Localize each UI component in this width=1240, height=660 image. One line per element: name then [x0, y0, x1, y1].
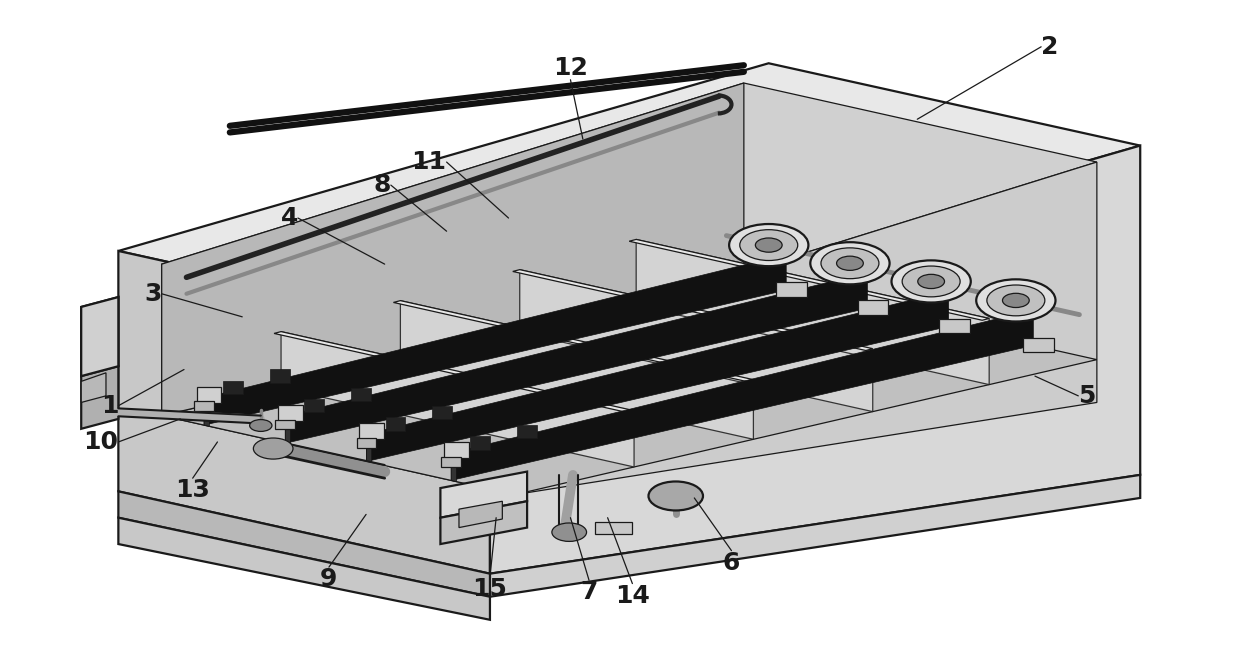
Polygon shape: [515, 162, 1097, 494]
Polygon shape: [81, 297, 118, 376]
Polygon shape: [118, 63, 1141, 333]
Polygon shape: [161, 83, 1097, 343]
Text: 10: 10: [83, 430, 118, 454]
Bar: [776, 282, 807, 297]
Polygon shape: [440, 501, 527, 544]
Polygon shape: [520, 270, 873, 412]
Text: 11: 11: [412, 150, 446, 174]
Text: 6: 6: [723, 550, 740, 575]
Polygon shape: [451, 310, 1033, 480]
Text: 4: 4: [280, 206, 298, 230]
Bar: [270, 370, 290, 383]
Polygon shape: [161, 264, 515, 494]
Polygon shape: [636, 240, 990, 385]
Bar: [433, 406, 453, 419]
Text: 12: 12: [553, 55, 588, 80]
Polygon shape: [629, 240, 990, 320]
Polygon shape: [274, 331, 634, 412]
Circle shape: [810, 242, 889, 284]
Polygon shape: [81, 373, 105, 403]
Polygon shape: [285, 273, 868, 444]
Text: 5: 5: [1079, 384, 1096, 408]
Bar: [470, 436, 490, 449]
Polygon shape: [459, 501, 502, 527]
Circle shape: [649, 482, 703, 510]
Bar: [595, 522, 632, 534]
Circle shape: [976, 279, 1055, 321]
Circle shape: [1002, 293, 1029, 308]
Text: 8: 8: [373, 173, 391, 197]
Text: 15: 15: [472, 577, 507, 601]
Bar: [351, 387, 371, 401]
Circle shape: [903, 266, 960, 297]
Circle shape: [249, 420, 272, 432]
Text: 7: 7: [580, 580, 598, 605]
Bar: [223, 381, 243, 394]
Circle shape: [253, 438, 293, 459]
Text: 13: 13: [175, 478, 210, 502]
Circle shape: [729, 224, 808, 266]
Text: 14: 14: [615, 583, 650, 608]
Polygon shape: [367, 291, 949, 461]
Polygon shape: [81, 366, 118, 429]
Polygon shape: [401, 300, 754, 440]
Circle shape: [892, 260, 971, 302]
Polygon shape: [440, 472, 527, 517]
Bar: [517, 425, 537, 438]
Polygon shape: [513, 270, 873, 350]
Bar: [195, 401, 215, 411]
Polygon shape: [490, 146, 1141, 574]
Bar: [360, 423, 384, 440]
Circle shape: [987, 285, 1045, 316]
Polygon shape: [161, 83, 744, 416]
Text: 2: 2: [1042, 35, 1059, 59]
Text: 3: 3: [144, 282, 161, 306]
Bar: [278, 405, 303, 421]
Circle shape: [918, 275, 945, 288]
Circle shape: [740, 230, 797, 261]
Polygon shape: [285, 416, 290, 444]
Bar: [357, 438, 377, 447]
Bar: [939, 319, 970, 333]
Polygon shape: [451, 453, 456, 482]
Bar: [275, 420, 295, 430]
Bar: [858, 300, 889, 315]
Bar: [444, 442, 469, 458]
Text: 9: 9: [320, 567, 337, 591]
Polygon shape: [118, 491, 490, 597]
Polygon shape: [281, 331, 634, 467]
Circle shape: [837, 256, 863, 271]
Bar: [305, 399, 325, 412]
Bar: [386, 417, 405, 430]
Polygon shape: [393, 300, 754, 381]
Polygon shape: [367, 434, 372, 463]
Bar: [441, 457, 461, 467]
Bar: [197, 387, 222, 403]
Text: 1: 1: [100, 394, 118, 418]
Polygon shape: [161, 280, 1097, 494]
Circle shape: [552, 523, 587, 541]
Polygon shape: [81, 297, 118, 376]
Polygon shape: [118, 251, 490, 574]
Polygon shape: [490, 475, 1141, 597]
Polygon shape: [205, 398, 210, 426]
Circle shape: [821, 248, 879, 279]
Circle shape: [755, 238, 782, 252]
Polygon shape: [205, 255, 786, 425]
Bar: [1023, 337, 1054, 352]
Polygon shape: [118, 517, 490, 620]
